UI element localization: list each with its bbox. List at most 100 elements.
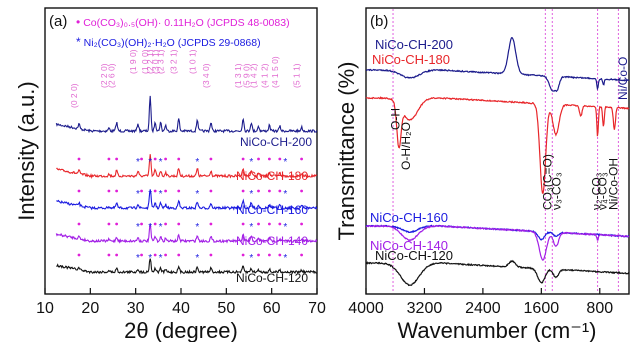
xrd-peak-dot (153, 222, 157, 226)
xrd-trace (56, 189, 318, 211)
xrd-peak-star: * (283, 189, 287, 200)
xrd-peak-dot (278, 157, 282, 161)
xrd-peak-dot (300, 189, 303, 193)
ftir-trace (365, 37, 630, 93)
xrd-hkl-label: (3 4 0) (201, 63, 211, 88)
ftir-plot-frame (365, 7, 630, 295)
xrd-peak-star: * (148, 157, 152, 168)
ftir-band-label: ν₂-CO₃ (589, 172, 603, 210)
xrd-peak-star: * (249, 222, 253, 233)
ftir-band-label: ν₃-CO₃ (549, 172, 563, 210)
xrd-hkl-label: (1 9 0) (128, 49, 138, 74)
xrd-panel-label: (a) (49, 13, 67, 30)
ftir-band-label: O-H (389, 108, 403, 130)
ftir-band-label: ν₄-CO₃ (595, 172, 609, 210)
xrd-peak-dot (177, 222, 181, 226)
xrd-peak-dot (268, 222, 271, 226)
xrd-hkl-label: (5 1 1) (292, 63, 302, 88)
xrd-peak-dot (241, 189, 245, 193)
xrd-series-labels: NiCo-CH-200 NiCo-CH-180 NiCo-CH-160 NiCo-CH… (236, 135, 312, 285)
xrd-peak-star: * (136, 189, 140, 200)
xrd-x-tick-label: 70 (308, 300, 326, 317)
ftir-series-label: NiCo-CH-160 (370, 210, 448, 225)
xrd-peak-star: * (148, 189, 152, 200)
xrd-hkl-label: (3 2 1) (169, 49, 179, 74)
ftir-band-label: O-H/H₂O (399, 122, 413, 170)
xrd-x-tick-label: 30 (127, 300, 145, 317)
xrd-x-tick-label: 10 (36, 300, 54, 317)
xrd-peak-star: * (159, 189, 163, 200)
xrd-hkl-label: (2 2 1) (145, 49, 155, 74)
xrd-peak-dot (300, 157, 303, 161)
ftir-trace (365, 259, 630, 287)
xrd-series-label: NiCo-CH-140 (236, 234, 308, 248)
ftir-band-guides (392, 9, 619, 293)
xrd-peak-star: * (249, 157, 253, 168)
xrd-peak-star: * (195, 222, 199, 233)
ftir-panel-label: (b) (370, 13, 388, 30)
ftir-band-label: Ni/Co-O (616, 57, 630, 100)
xrd-peak-dot (257, 222, 260, 226)
xrd-peak-dot (164, 157, 167, 161)
xrd-peak-dot (107, 222, 111, 226)
xrd-peak-dot (268, 157, 271, 161)
xrd-x-axis-title: 2θ (degree) (124, 318, 238, 342)
xrd-peak-dot (300, 222, 303, 226)
xrd-peak-dot (164, 222, 167, 226)
ftir-series-label: NiCo-CH-140 (370, 238, 448, 253)
ftir-series-label: NiCo-CH-200 (375, 37, 453, 52)
ftir-band-label: CO₃(C=O) (541, 154, 555, 210)
xrd-peak-star: * (249, 253, 253, 264)
xrd-peak-dot (115, 157, 119, 161)
xrd-hkl-label: (4 1 2) (259, 63, 269, 88)
xrd-peak-dot (153, 157, 157, 161)
xrd-peak-dot (209, 253, 213, 257)
xrd-peak-dot (77, 253, 81, 257)
xrd-peak-dot (164, 189, 167, 193)
xrd-peak-dot (107, 157, 111, 161)
xrd-peak-dot (107, 253, 111, 257)
xrd-peak-star: * (159, 222, 163, 233)
xrd-hkl-label: (1 0 1) (187, 49, 197, 74)
xrd-x-tick-label: 60 (263, 300, 281, 317)
xrd-peak-dot (177, 157, 181, 161)
xrd-series-label: NiCo-CH-120 (236, 271, 308, 285)
xrd-peak-dot (77, 157, 81, 161)
xrd-x-tick-label: 40 (172, 300, 190, 317)
xrd-x-tick-label: 20 (81, 300, 99, 317)
xrd-peak-dot (107, 189, 111, 193)
xrd-peak-dot (209, 222, 213, 226)
xrd-legend-entry: • Co(CO₃)₀.₅(OH)· 0.11H₂O (JCPDS 48-0083) (76, 15, 290, 29)
xrd-peak-dot (278, 222, 282, 226)
xrd-peak-dot (153, 253, 157, 257)
xrd-peak-dot (257, 253, 260, 257)
xrd-hkl-label: (3 0 1) (151, 49, 161, 74)
xrd-series-label: NiCo-CH-180 (236, 169, 308, 183)
ftir-traces (365, 37, 630, 287)
xrd-peak-dot (257, 189, 260, 193)
xrd-hkl-label: (4 1 5 0) (270, 56, 280, 88)
xrd-peak-dot (115, 253, 119, 257)
ftir-x-axis: 4000 3200 2400 1600 800 (348, 288, 613, 317)
xrd-peak-dot (164, 253, 167, 257)
xrd-legend-entry: * Ni₂(CO₃)(OH)₂·H₂O (JCPDS 29-0868) (76, 35, 261, 49)
ftir-trace (365, 96, 630, 194)
xrd-peak-star: * (159, 157, 163, 168)
xrd-peak-dot (140, 222, 143, 226)
ftir-panel: (b) O-HO-H/H₂O CO₃(C=O)ν₃-CO₃ ν₂-CO₃ν₄-CO₃… (334, 7, 630, 342)
xrd-hkl-label: (2 6 0) (107, 63, 117, 88)
ftir-x-tick-label: 2400 (465, 300, 501, 317)
xrd-hkl-label: (1 4 2) (249, 63, 259, 88)
xrd-y-axis-title: Intensity (a.u.) (14, 81, 39, 220)
xrd-peak-dot (209, 189, 213, 193)
xrd-legend: • Co(CO₃)₀.₅(OH)· 0.11H₂O (JCPDS 48-0083)… (76, 15, 290, 49)
xrd-peak-star: * (195, 189, 199, 200)
xrd-peak-markers: * * * * * * * * * * * * * * * * * * * * * * * * (77, 157, 303, 264)
xrd-series-label: NiCo-CH-200 (240, 135, 312, 149)
ftir-series-label: NiCo-CH-180 (372, 52, 450, 67)
xrd-plot-frame (44, 7, 318, 295)
xrd-hkl-label: (2 2 0) (99, 63, 109, 88)
ftir-x-tick-label: 1600 (524, 300, 560, 317)
